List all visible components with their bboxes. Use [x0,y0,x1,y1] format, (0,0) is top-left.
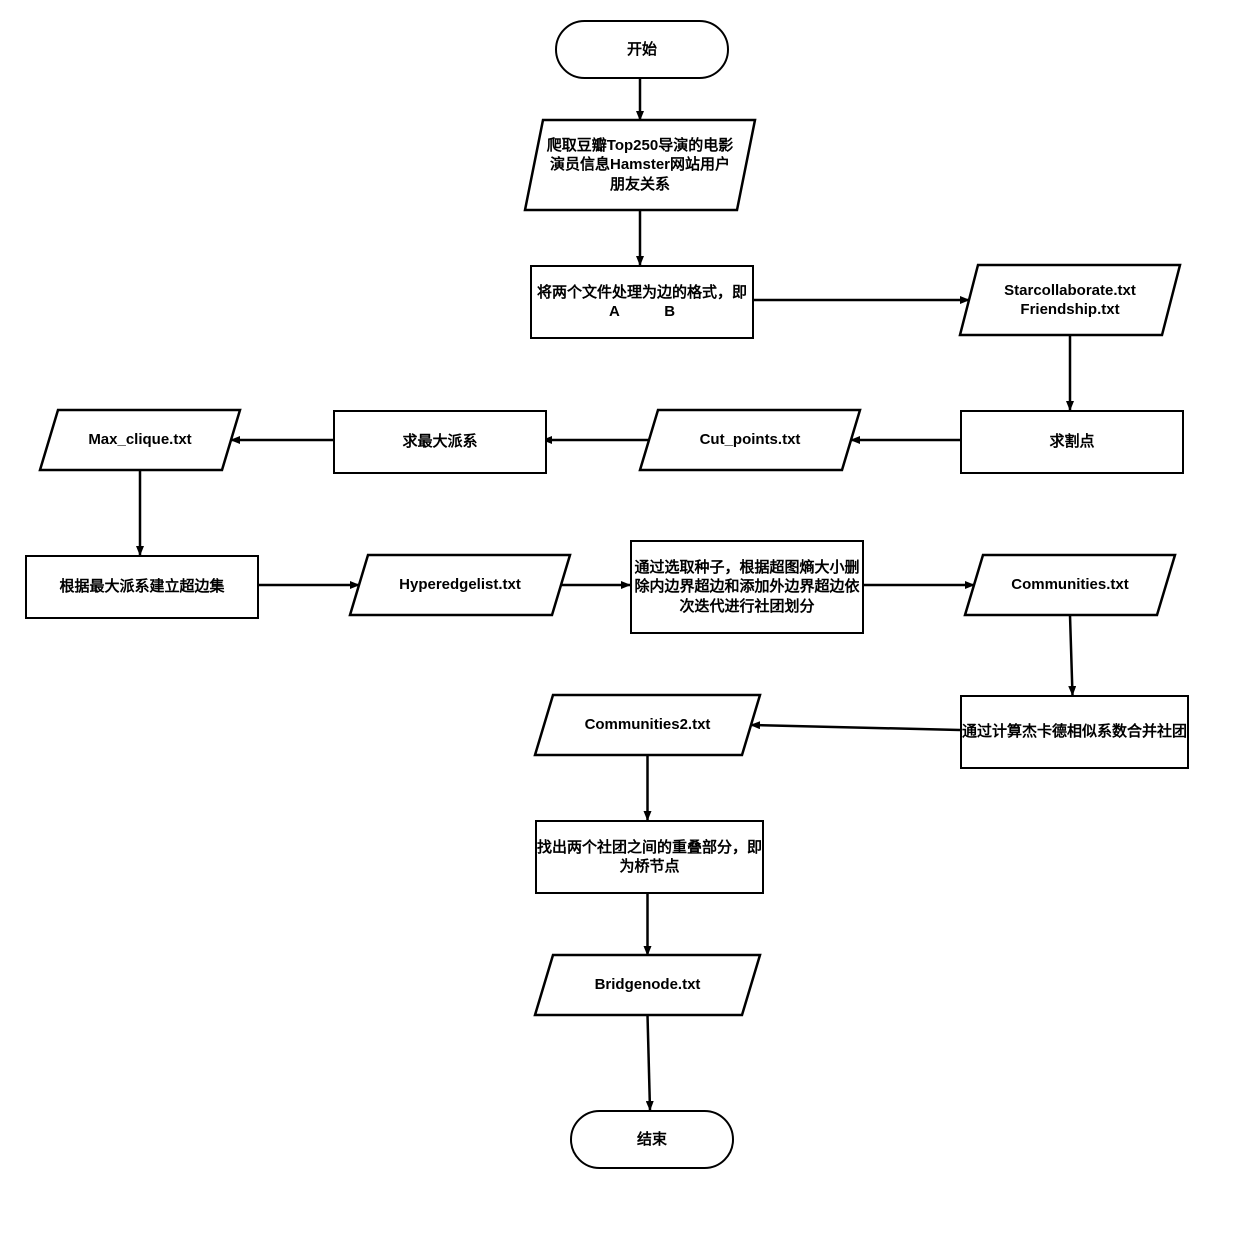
io-label-maxcliquefile: Max_clique.txt [58,410,222,470]
io-label-hyperfile: Hyperedgelist.txt [368,555,552,615]
io-label-commfile2: Communities2.txt [553,695,742,755]
io-label-bridgefile: Bridgenode.txt [553,955,742,1015]
edge-bridgefile-end [648,1015,651,1110]
edge-jaccard-commfile2 [751,725,960,730]
process-node-bridge: 找出两个社团之间的重叠部分，即为桥节点 [535,820,764,894]
edge-commfile-jaccard [1070,615,1073,695]
io-label-cutfile: Cut_points.txt [658,410,842,470]
terminator-node-end: 结束 [570,1110,734,1169]
io-label-files1: Starcollaborate.txt Friendship.txt [978,265,1162,335]
process-node-community: 通过选取种子，根据超图熵大小删除内边界超边和添加外边界超边依次迭代进行社团划分 [630,540,864,634]
process-node-cutpoint: 求割点 [960,410,1184,474]
process-node-edge_format: 将两个文件处理为边的格式，即A B [530,265,754,339]
io-label-commfile: Communities.txt [983,555,1157,615]
terminator-node-start: 开始 [555,20,729,79]
io-label-crawl: 爬取豆瓣Top250导演的电影演员信息Hamster网站用户朋友关系 [543,120,737,210]
process-node-jaccard: 通过计算杰卡德相似系数合并社团 [960,695,1189,769]
process-node-maxclique: 求最大派系 [333,410,547,474]
process-node-hyperedge: 根据最大派系建立超边集 [25,555,259,619]
